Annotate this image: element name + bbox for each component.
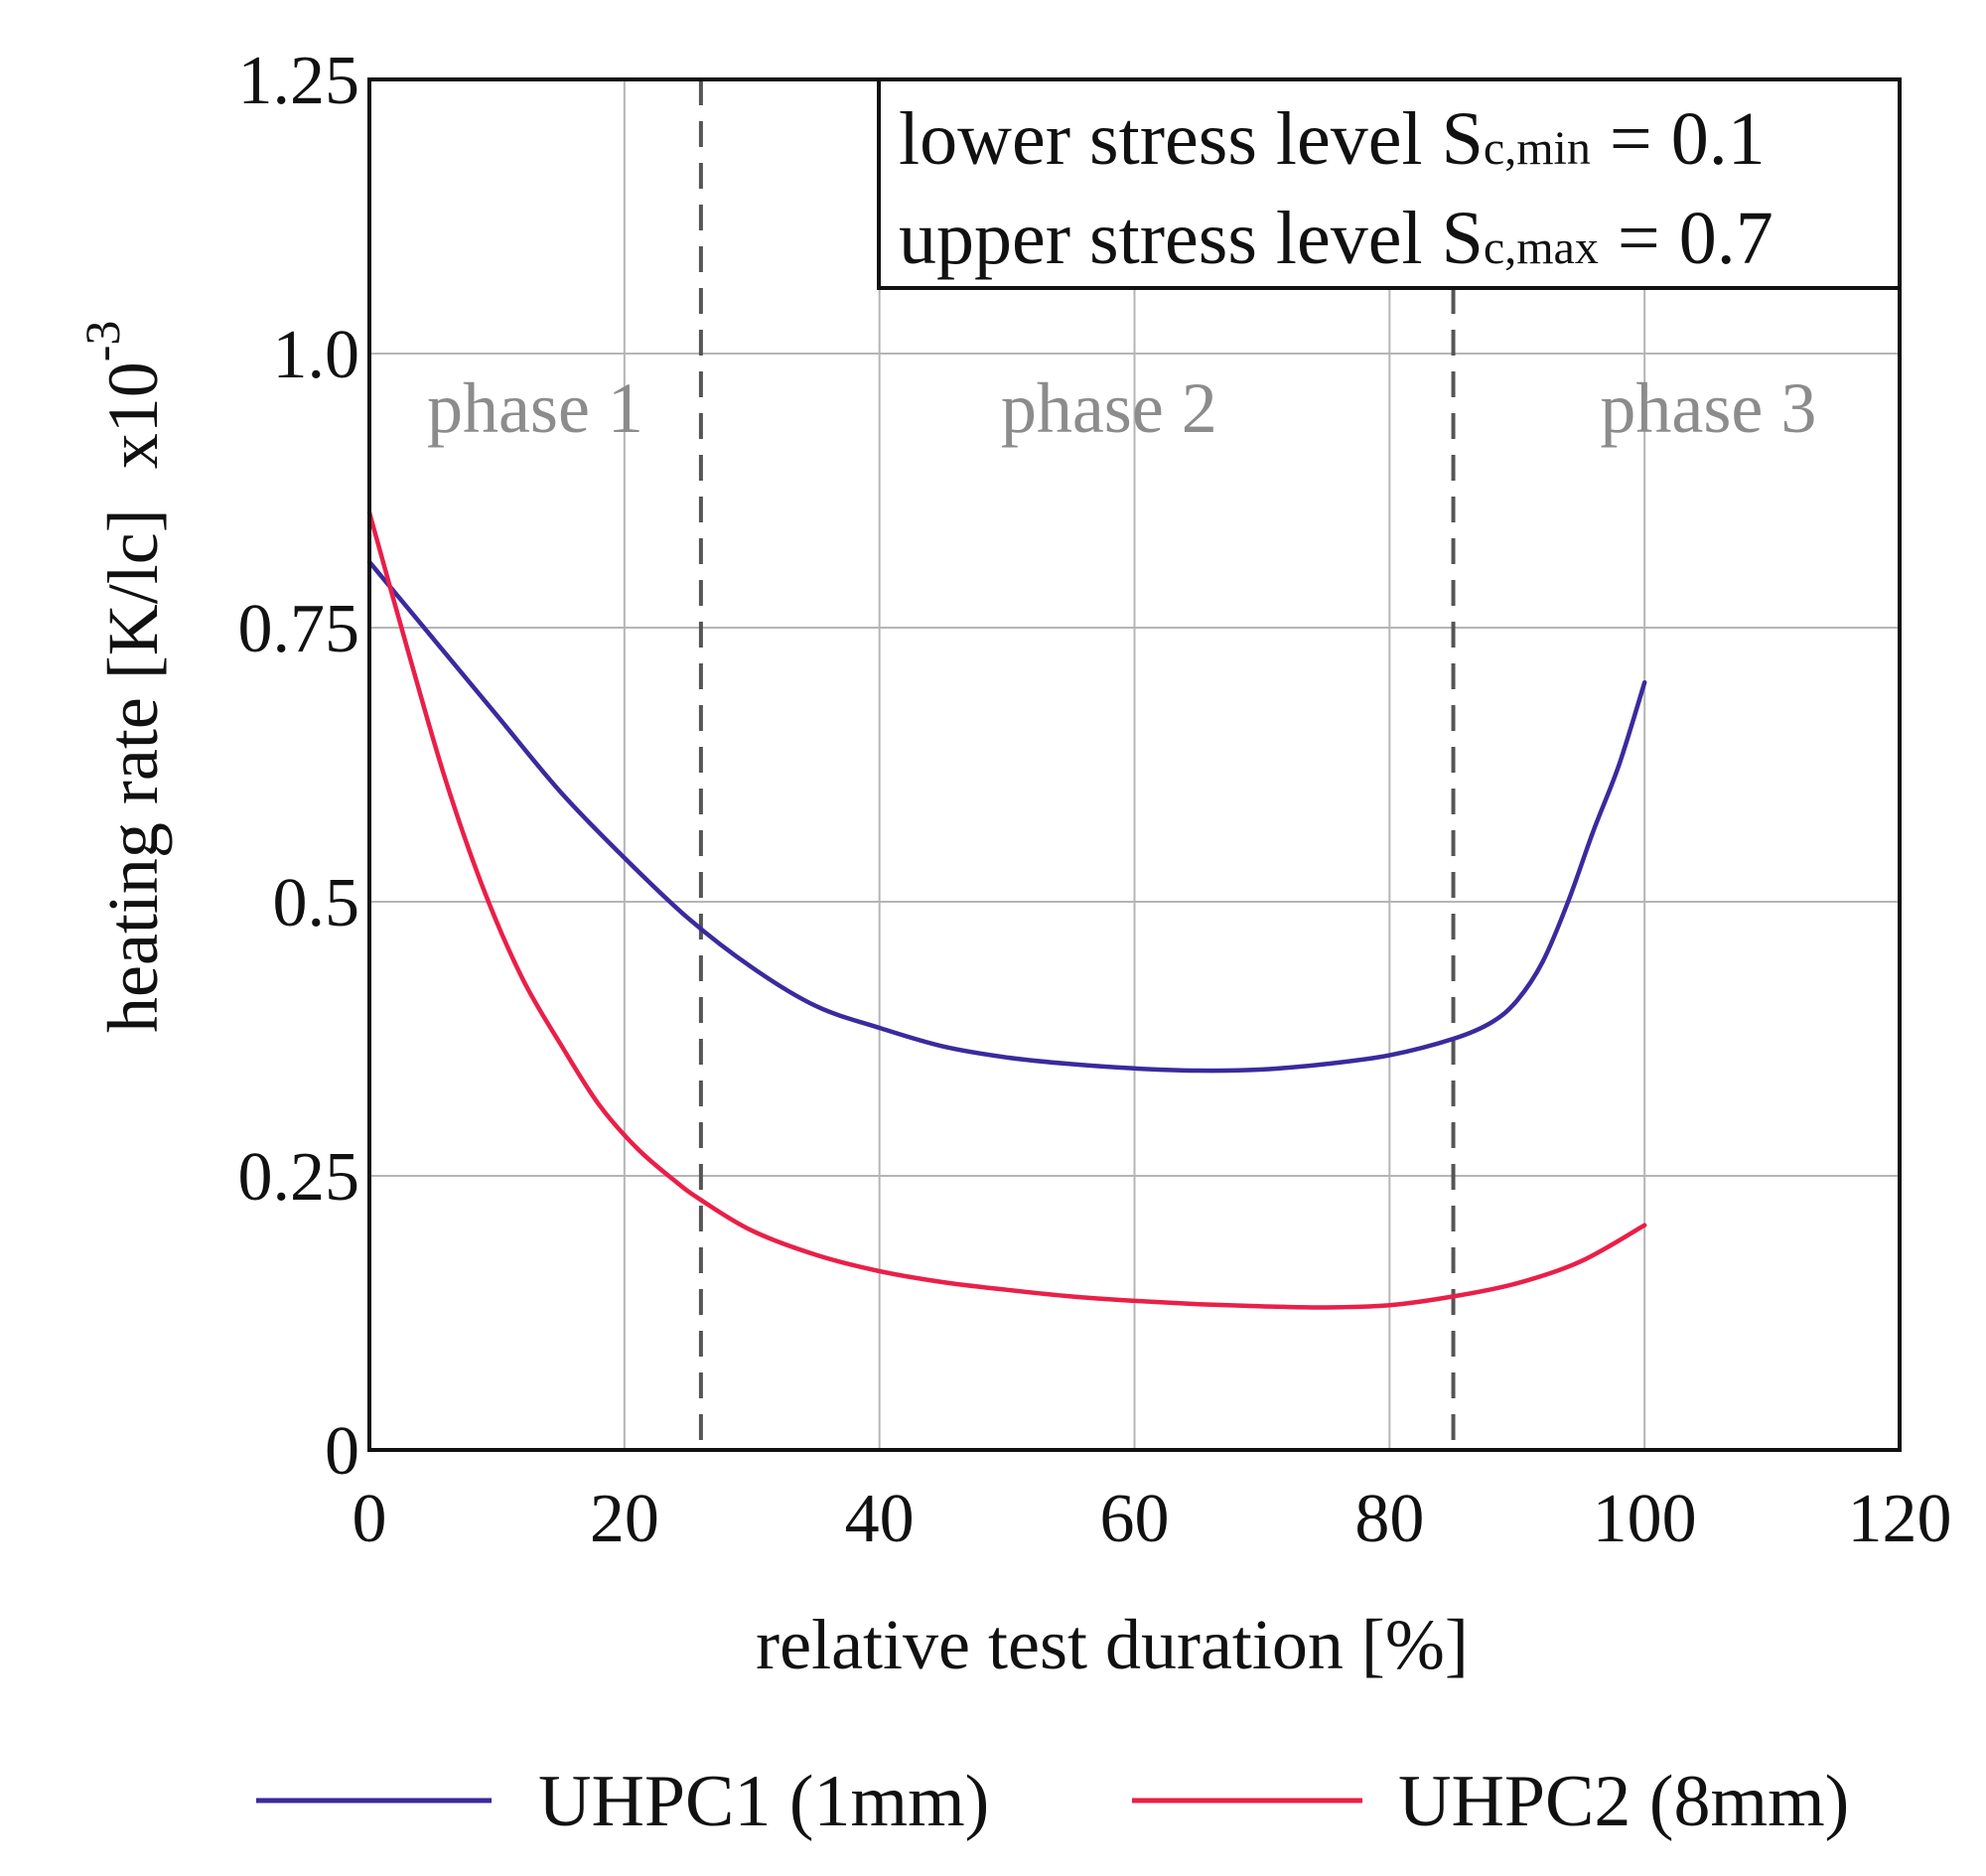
phase-label: phase 3 [1600,368,1816,448]
series-group [366,509,1647,1310]
x-tick-label: 0 [353,1481,387,1557]
y-tick-label: 0 [325,1413,359,1490]
info-line-lower: lower stress level Sc,min = 0.1 [899,97,1766,181]
y-axis-title: heating rate [K/lc]x10-3 [74,321,173,1033]
phase-labels: phase 1 phase 2 phase 3 [427,368,1816,448]
x-tick-label: 120 [1848,1481,1952,1557]
series-line-uhpc1 [366,559,1647,1074]
legend-label-uhpc1: UHPC1 (1mm) [538,1761,989,1842]
phase-boundaries [698,79,1456,1450]
y-tick-label: 1.25 [238,43,360,119]
y-tick-label: 1.0 [273,317,360,393]
grid [369,79,1900,1450]
y-axis-title-group: heating rate [K/lc]x10-3 [74,321,173,1033]
x-tick-label: 100 [1593,1481,1697,1557]
legend: UHPC1 (1mm) UHPC2 (8mm) [256,1761,1849,1842]
x-axis-title: relative test duration [%] [756,1605,1469,1684]
info-box: lower stress level Sc,min = 0.1 upper st… [877,77,1902,290]
series-line-uhpc2 [366,509,1647,1310]
y-tick-label: 0.5 [273,865,360,941]
tick-labels: 0 20 40 60 80 100 120 0 0.25 0.5 0.75 1.0 1.25 [238,43,1952,1557]
x-tick-label: 60 [1100,1481,1170,1557]
x-tick-label: 40 [845,1481,915,1557]
legend-label-uhpc2: UHPC2 (8mm) [1398,1761,1849,1842]
phase-label: phase 1 [427,368,643,448]
info-box-frame [877,77,1902,290]
x-tick-label: 80 [1354,1481,1424,1557]
y-tick-label: 0.25 [238,1139,360,1216]
y-tick-label: 0.75 [238,591,360,667]
phase-label: phase 2 [1001,368,1217,448]
x-tick-label: 20 [590,1481,659,1557]
info-line-upper: upper stress level Sc,max = 0.7 [899,197,1773,280]
